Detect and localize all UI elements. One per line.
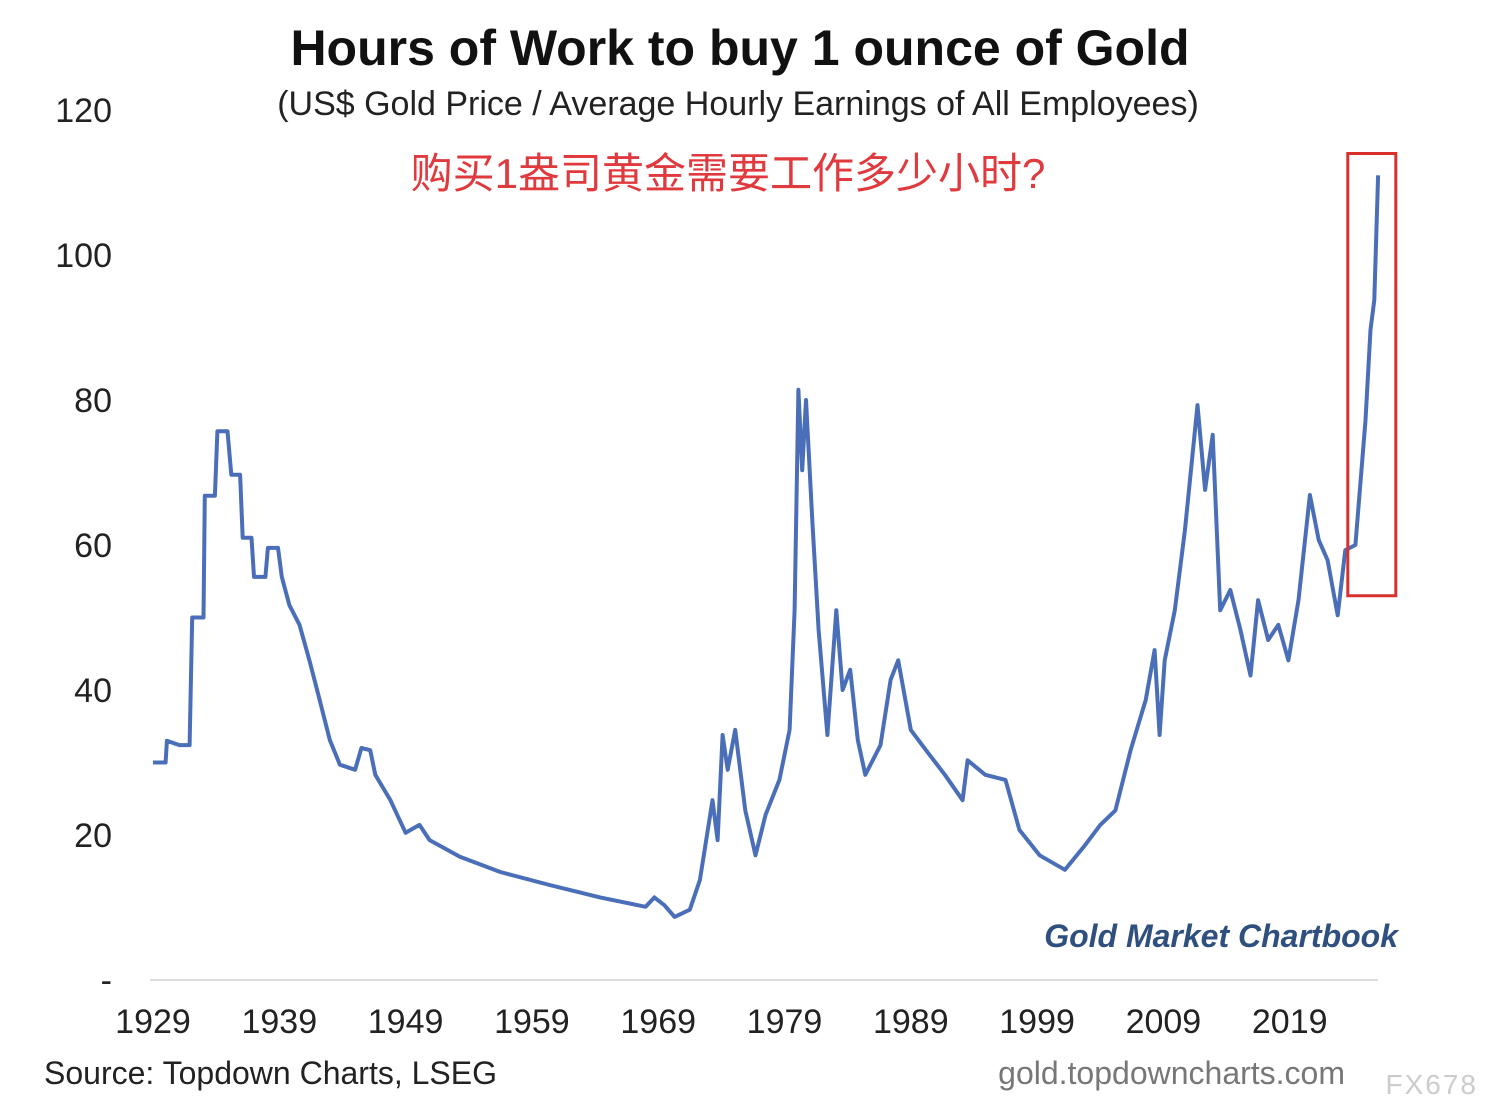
x-tick-label: 1929 bbox=[115, 1003, 191, 1041]
y-tick-label: 120 bbox=[55, 92, 112, 130]
chart-subtitle: (US$ Gold Price / Average Hourly Earning… bbox=[277, 85, 1199, 123]
x-tick-label: 2019 bbox=[1252, 1003, 1328, 1041]
x-tick-label: 1989 bbox=[873, 1003, 949, 1041]
chinese-annotation: 购买1盎司黄金需要工作多少小时? bbox=[411, 150, 1046, 197]
x-tick-label: 1949 bbox=[368, 1003, 444, 1041]
url-label: gold.topdowncharts.com bbox=[998, 1055, 1345, 1091]
y-tick-label: 60 bbox=[74, 527, 112, 565]
x-tick-label: 2009 bbox=[1126, 1003, 1202, 1041]
x-tick-label: 1979 bbox=[747, 1003, 823, 1041]
source-label: Source: Topdown Charts, LSEG bbox=[44, 1055, 497, 1091]
highlight-box bbox=[1346, 152, 1398, 598]
watermark: FX678 bbox=[1386, 1069, 1479, 1100]
x-tick-label: 1959 bbox=[494, 1003, 570, 1041]
y-tick-label: 80 bbox=[74, 382, 112, 420]
chart-title: Hours of Work to buy 1 ounce of Gold bbox=[290, 20, 1189, 76]
y-tick-label: 40 bbox=[74, 672, 112, 710]
series-line bbox=[153, 175, 1381, 919]
x-tick-label: 1969 bbox=[620, 1003, 696, 1041]
y-tick-label: - bbox=[101, 962, 112, 1000]
y-tick-label: 20 bbox=[74, 817, 112, 855]
x-tick-label: 1999 bbox=[999, 1003, 1075, 1041]
brand-label: Gold Market Chartbook bbox=[1044, 918, 1400, 954]
y-tick-label: 100 bbox=[55, 237, 112, 275]
x-tick-label: 1939 bbox=[241, 1003, 317, 1041]
